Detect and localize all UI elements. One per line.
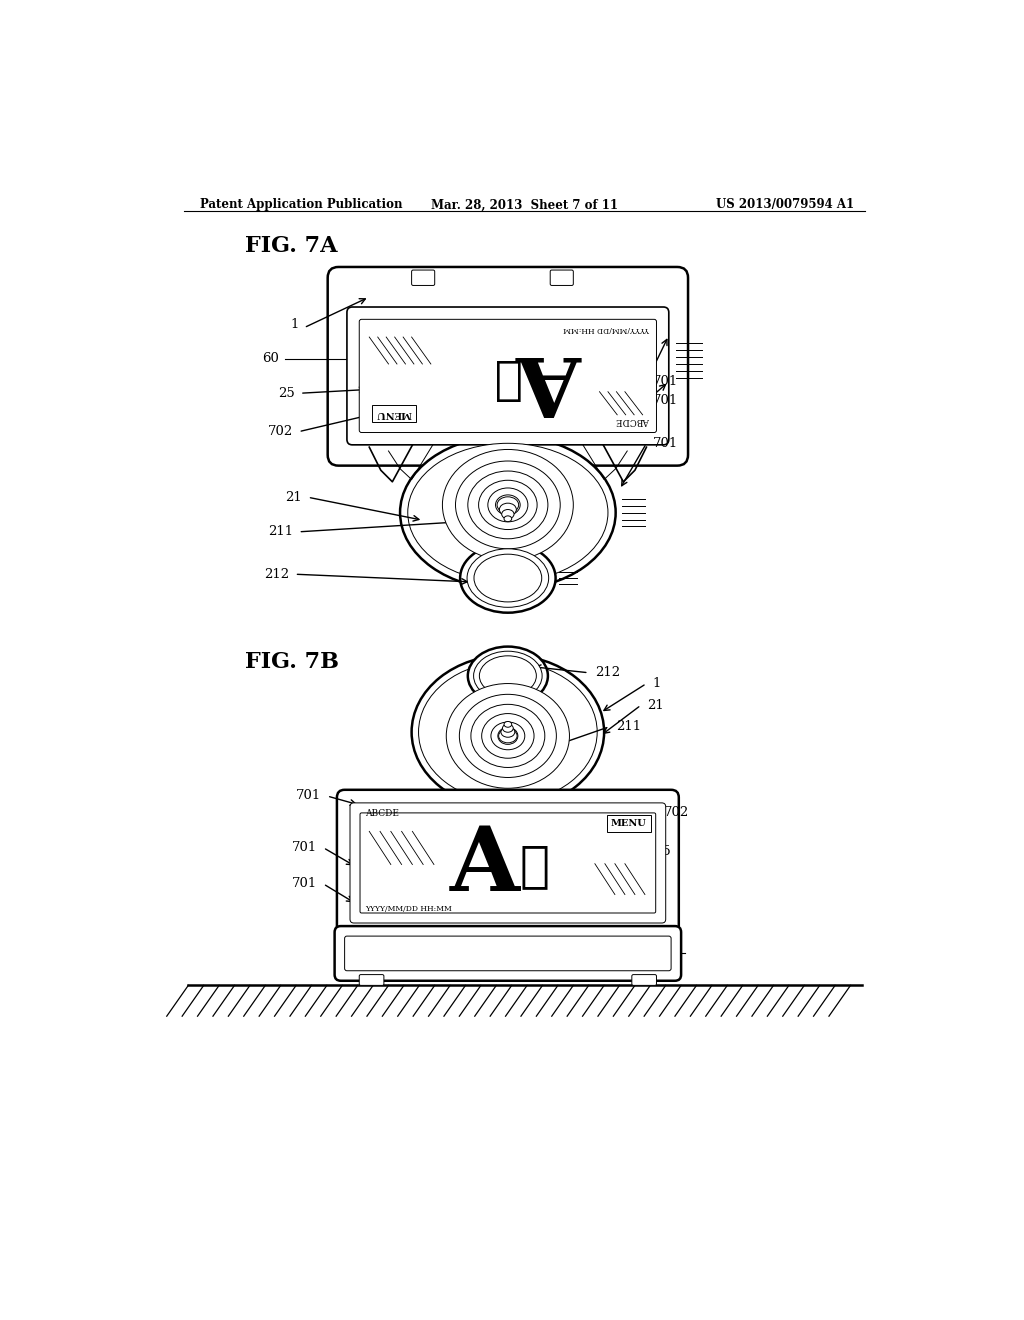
Text: 701: 701 — [652, 395, 678, 408]
Text: MENU: MENU — [376, 409, 412, 417]
Ellipse shape — [501, 499, 515, 511]
Ellipse shape — [442, 449, 573, 560]
Text: ABCDE: ABCDE — [366, 809, 399, 817]
FancyBboxPatch shape — [412, 271, 435, 285]
Ellipse shape — [487, 488, 528, 521]
Ellipse shape — [419, 663, 597, 803]
Ellipse shape — [504, 722, 512, 727]
Ellipse shape — [497, 496, 518, 513]
Text: 702: 702 — [268, 425, 293, 438]
FancyBboxPatch shape — [359, 319, 656, 433]
Ellipse shape — [500, 503, 516, 516]
Ellipse shape — [503, 725, 513, 733]
Ellipse shape — [400, 436, 615, 590]
Text: Patent Application Publication: Patent Application Publication — [200, 198, 402, 211]
Text: FIG. 7A: FIG. 7A — [245, 235, 337, 257]
FancyBboxPatch shape — [337, 789, 679, 936]
Text: 701: 701 — [652, 375, 678, 388]
Ellipse shape — [504, 516, 512, 521]
Ellipse shape — [503, 733, 513, 739]
Ellipse shape — [499, 729, 517, 743]
Text: 60: 60 — [262, 352, 280, 366]
Ellipse shape — [481, 714, 535, 758]
FancyBboxPatch shape — [632, 974, 656, 985]
FancyBboxPatch shape — [347, 308, 669, 445]
Text: 701: 701 — [652, 437, 678, 450]
Text: 21: 21 — [286, 491, 302, 504]
Text: 211: 211 — [615, 721, 641, 733]
Text: 702: 702 — [665, 807, 689, 820]
Text: Mar. 28, 2013  Sheet 7 of 11: Mar. 28, 2013 Sheet 7 of 11 — [431, 198, 618, 211]
Text: A: A — [450, 824, 520, 911]
Ellipse shape — [501, 727, 515, 738]
FancyBboxPatch shape — [360, 813, 655, 913]
Ellipse shape — [460, 694, 556, 777]
Ellipse shape — [446, 684, 569, 788]
Text: 701: 701 — [292, 878, 316, 890]
Text: YYYY/MM/DD HH:MM: YYYY/MM/DD HH:MM — [563, 325, 650, 333]
Ellipse shape — [460, 544, 556, 612]
Text: 701: 701 — [296, 789, 321, 803]
Ellipse shape — [473, 651, 542, 701]
Ellipse shape — [408, 444, 608, 582]
Ellipse shape — [490, 722, 525, 750]
Ellipse shape — [502, 510, 514, 519]
Text: 211: 211 — [268, 525, 293, 539]
FancyBboxPatch shape — [359, 974, 384, 985]
Text: MENU: MENU — [611, 820, 646, 828]
Text: 25: 25 — [278, 387, 295, 400]
Text: FIG. 7B: FIG. 7B — [245, 651, 339, 673]
Ellipse shape — [456, 461, 560, 549]
FancyBboxPatch shape — [373, 405, 416, 422]
Text: US 2013/0079594 A1: US 2013/0079594 A1 — [716, 198, 854, 211]
FancyBboxPatch shape — [350, 803, 666, 923]
Text: 701: 701 — [292, 841, 316, 854]
FancyBboxPatch shape — [335, 927, 681, 981]
FancyBboxPatch shape — [328, 267, 688, 466]
Text: 1: 1 — [290, 318, 298, 331]
Text: 212: 212 — [595, 667, 620, 680]
Ellipse shape — [496, 495, 520, 515]
Text: 25: 25 — [654, 845, 671, 858]
Text: 21: 21 — [647, 698, 664, 711]
Text: ち: ち — [520, 842, 550, 891]
Ellipse shape — [471, 705, 545, 767]
Ellipse shape — [479, 656, 537, 696]
FancyBboxPatch shape — [550, 271, 573, 285]
FancyBboxPatch shape — [345, 936, 671, 970]
Text: 212: 212 — [264, 568, 289, 581]
Text: 60: 60 — [652, 946, 670, 960]
Ellipse shape — [468, 647, 548, 705]
Ellipse shape — [498, 727, 518, 744]
Ellipse shape — [467, 549, 549, 607]
Text: ち: ち — [489, 356, 518, 403]
Text: 1: 1 — [652, 677, 662, 690]
Text: ABCDE: ABCDE — [616, 417, 650, 425]
Ellipse shape — [478, 480, 538, 529]
Text: YYYY/MM/DD HH:MM: YYYY/MM/DD HH:MM — [366, 906, 453, 913]
Ellipse shape — [468, 471, 548, 539]
Text: A: A — [518, 339, 583, 420]
FancyBboxPatch shape — [607, 816, 651, 832]
Ellipse shape — [412, 655, 604, 809]
Ellipse shape — [474, 554, 542, 602]
